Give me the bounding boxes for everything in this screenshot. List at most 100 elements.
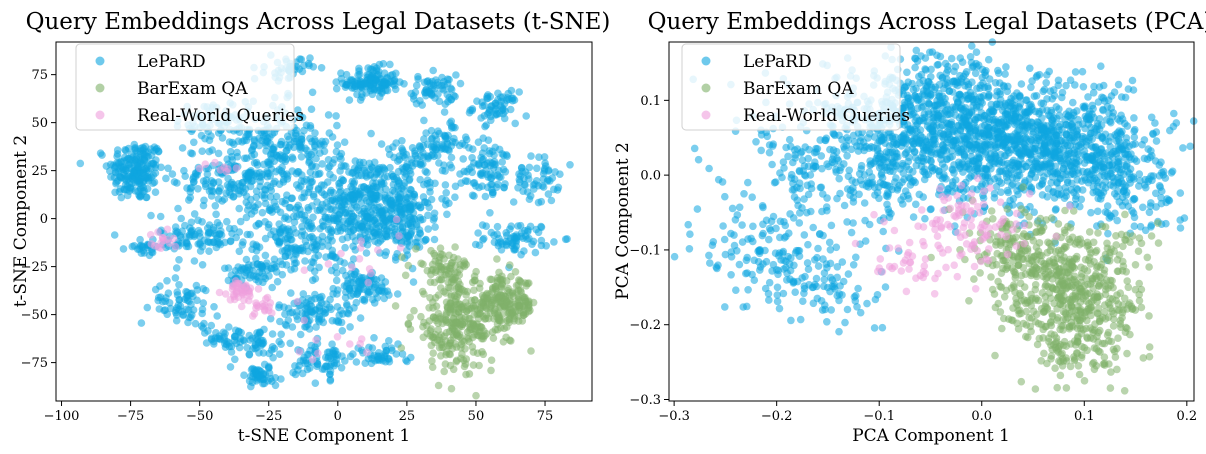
tsne-point-lepard xyxy=(298,67,307,76)
pca-point-lepard xyxy=(981,148,990,156)
tsne-point-lepard xyxy=(286,309,294,317)
tsne-point-lepard xyxy=(207,335,216,344)
tsne-point-lepard xyxy=(263,158,272,166)
tsne-point-lepard xyxy=(321,137,330,146)
tsne-point-barexam xyxy=(515,276,523,284)
tsne-point-lepard xyxy=(307,232,316,241)
tsne-point-lepard xyxy=(434,81,442,89)
tsne-point-barexam xyxy=(449,308,458,317)
tsne-point-lepard xyxy=(324,213,333,222)
pca-point-lepard xyxy=(1110,88,1119,96)
tsne-point-barexam xyxy=(417,259,425,268)
tsne-point-lepard xyxy=(406,169,415,178)
tsne-point-lepard xyxy=(355,273,364,281)
tsne-point-lepard xyxy=(315,307,324,315)
tsne-point-lepard xyxy=(356,285,365,293)
tsne-point-barexam xyxy=(457,303,466,312)
tsne-point-lepard xyxy=(451,92,459,101)
tsne-ytick-label: −25 xyxy=(21,260,48,275)
tsne-point-realworld xyxy=(229,290,238,299)
tsne-point-lepard xyxy=(372,280,380,289)
tsne-point-lepard xyxy=(144,177,153,185)
pca-point-lepard xyxy=(845,166,853,175)
tsne-point-lepard xyxy=(346,352,355,361)
pca-point-lepard xyxy=(1058,125,1066,134)
pca-point-lepard xyxy=(778,173,786,182)
tsne-point-lepard xyxy=(479,155,488,163)
tsne-point-lepard xyxy=(221,238,229,247)
tsne-point-barexam xyxy=(505,336,514,345)
tsne-point-lepard xyxy=(123,191,132,200)
tsne-point-lepard xyxy=(154,147,163,156)
pca-point-lepard xyxy=(1179,144,1187,152)
tsne-point-barexam xyxy=(397,344,406,352)
tsne-point-lepard xyxy=(142,193,151,202)
pca-point-lepard xyxy=(840,143,848,151)
tsne-point-lepard xyxy=(307,296,316,305)
pca-point-lepard xyxy=(1095,83,1104,91)
tsne-point-lepard xyxy=(385,291,393,299)
pca-point-lepard xyxy=(694,155,703,164)
tsne-point-lepard xyxy=(215,230,224,239)
pca-point-lepard xyxy=(893,186,902,194)
tsne-point-barexam xyxy=(428,357,436,365)
tsne-point-realworld xyxy=(241,283,249,292)
pca-point-lepard xyxy=(749,222,757,231)
tsne-point-lepard xyxy=(511,119,519,128)
pca-point-lepard xyxy=(991,144,1000,152)
tsne-point-barexam xyxy=(425,317,434,325)
tsne-point-realworld xyxy=(314,349,322,358)
tsne-point-lepard xyxy=(245,351,254,359)
tsne-point-lepard xyxy=(346,323,354,331)
tsne-point-lepard xyxy=(307,105,316,113)
tsne-point-barexam xyxy=(519,308,528,317)
tsne-xtick-label: −50 xyxy=(186,409,213,424)
pca-point-lepard xyxy=(1002,63,1010,71)
tsne-point-lepard xyxy=(341,293,350,302)
tsne-point-lepard xyxy=(131,156,139,164)
pca-point-lepard xyxy=(926,144,934,153)
tsne-point-lepard xyxy=(277,137,286,146)
tsne-point-lepard xyxy=(522,112,530,120)
tsne-point-lepard xyxy=(351,186,360,195)
tsne-point-lepard xyxy=(451,138,460,147)
pca-point-lepard xyxy=(926,205,935,214)
tsne-point-lepard xyxy=(312,323,320,331)
tsne-point-barexam xyxy=(493,325,502,334)
pca-point-lepard xyxy=(752,138,760,146)
pca-point-lepard xyxy=(1081,124,1089,133)
tsne-point-lepard xyxy=(342,162,350,170)
tsne-point-lepard xyxy=(162,294,170,302)
tsne-point-lepard xyxy=(434,127,442,135)
pca-point-lepard xyxy=(1085,136,1093,144)
pca-point-lepard xyxy=(1162,219,1170,228)
pca-point-lepard xyxy=(784,152,792,161)
tsne-point-lepard xyxy=(531,248,540,257)
tsne-point-lepard xyxy=(550,238,558,246)
tsne-point-lepard xyxy=(356,314,365,322)
tsne-point-lepard xyxy=(304,218,313,227)
tsne-point-lepard xyxy=(452,71,460,79)
tsne-point-lepard xyxy=(110,231,119,239)
tsne-point-lepard xyxy=(447,84,455,93)
tsne-point-lepard xyxy=(398,137,406,145)
tsne-point-lepard xyxy=(523,188,532,196)
pca-point-lepard xyxy=(1028,144,1036,152)
tsne-point-lepard xyxy=(243,230,252,239)
tsne-point-lepard xyxy=(311,129,319,137)
tsne-point-lepard xyxy=(147,160,156,168)
tsne-point-barexam xyxy=(482,330,491,338)
tsne-point-lepard xyxy=(215,238,224,247)
tsne-point-lepard xyxy=(363,287,372,295)
tsne-point-barexam xyxy=(428,363,437,372)
tsne-point-lepard xyxy=(122,166,130,175)
tsne-ytick-label: −50 xyxy=(21,308,48,323)
tsne-point-lepard xyxy=(515,175,524,184)
tsne-point-lepard xyxy=(379,214,387,223)
tsne-point-lepard xyxy=(311,379,320,388)
tsne-point-lepard xyxy=(301,257,309,265)
pca-point-lepard xyxy=(1037,129,1045,138)
pca-point-lepard xyxy=(1074,116,1082,124)
tsne-point-lepard xyxy=(399,186,408,194)
tsne-point-lepard xyxy=(487,116,495,125)
